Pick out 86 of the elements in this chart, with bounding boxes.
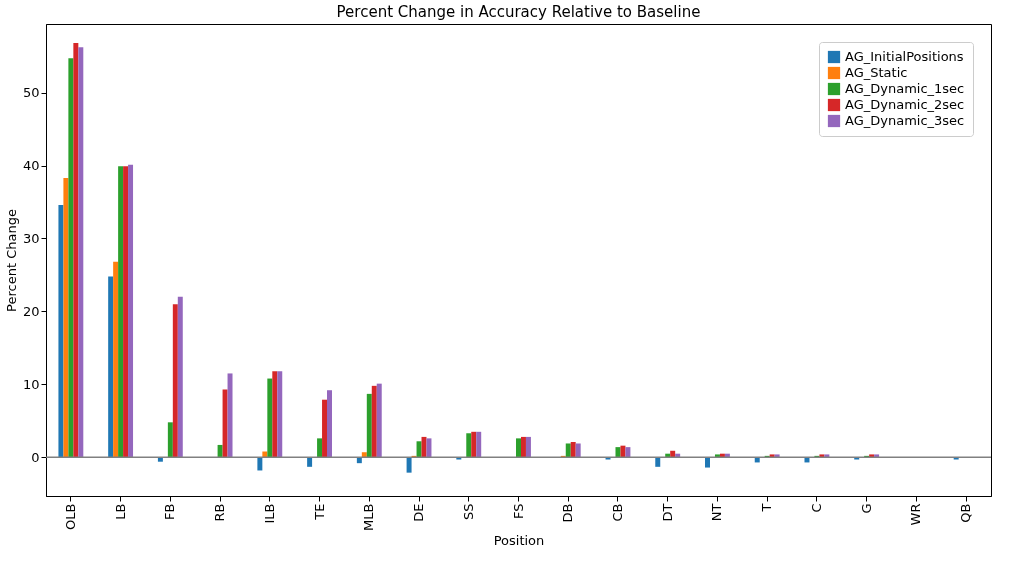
x-tick-label: CB: [609, 503, 625, 522]
bar: [68, 58, 74, 458]
bar: [227, 373, 233, 458]
bar: [670, 450, 676, 458]
bar: [615, 447, 621, 458]
legend-label: AG_Dynamic_3sec: [845, 113, 965, 128]
bar: [570, 442, 576, 458]
x-tick-label: RB: [212, 503, 228, 522]
y-tick-label: 10: [22, 376, 40, 392]
bar: [267, 378, 273, 458]
bar: [128, 164, 134, 458]
x-tick-label: C: [808, 503, 824, 513]
bar: [371, 385, 377, 458]
bar: [516, 438, 521, 458]
bar: [317, 438, 323, 458]
x-tick-label: FS: [510, 503, 526, 520]
y-tick-label: 40: [22, 158, 40, 174]
bar: [824, 454, 830, 458]
bar: [172, 304, 178, 458]
bar: [476, 431, 482, 458]
bar: [620, 445, 626, 458]
bar: [714, 454, 720, 458]
bar: [123, 166, 129, 458]
bar: [327, 390, 332, 458]
x-tick-label: OLB: [62, 503, 78, 530]
x-tick-label: SS: [460, 503, 476, 521]
x-tick-label: DT: [659, 503, 675, 522]
bar: [819, 454, 825, 458]
bar: [322, 399, 328, 458]
y-axis-title: Percent Change: [3, 209, 19, 312]
bar: [869, 454, 875, 458]
bar: [78, 47, 84, 458]
x-tick-label: G: [858, 503, 874, 514]
bar: [167, 422, 173, 458]
bar: [272, 371, 278, 458]
legend-label: AG_Static: [845, 65, 908, 80]
y-tick-label: 30: [22, 230, 40, 246]
legend-label: AG_Dynamic_2sec: [845, 97, 965, 112]
bar: [416, 441, 422, 458]
chart-title: Percent Change in Accuracy Relative to Baseline: [336, 3, 701, 21]
bar: [108, 276, 114, 458]
x-tick-label: TE: [311, 503, 327, 521]
bar: [118, 166, 124, 458]
bar: [376, 383, 382, 458]
bar: [655, 457, 661, 467]
legend-label: AG_Dynamic_1sec: [845, 81, 965, 96]
x-tick-label: FB: [162, 503, 178, 520]
x-tick-label: DE: [411, 503, 427, 522]
bar: [426, 438, 432, 458]
x-tick-label: LB: [112, 503, 128, 520]
bar: [406, 457, 412, 473]
bar: [63, 177, 69, 458]
bar: [58, 204, 64, 458]
bar: [361, 452, 367, 458]
bar: [874, 454, 880, 458]
bar: [113, 261, 119, 458]
bar: [769, 454, 775, 458]
y-tick-label: 0: [31, 449, 40, 465]
x-tick-label: T: [759, 503, 775, 513]
legend-label: AG_InitialPositions: [845, 49, 964, 64]
y-tick-label: 20: [22, 303, 40, 319]
x-tick-label: ILB: [261, 503, 277, 524]
bar: [257, 457, 263, 471]
bar: [575, 443, 581, 458]
bar: [565, 443, 571, 458]
bar: [217, 444, 223, 458]
bar: [177, 296, 183, 458]
x-axis-title: Position: [493, 532, 545, 548]
bar: [625, 447, 631, 458]
bar: [277, 371, 283, 458]
x-tick-label: DB: [560, 503, 576, 523]
bar: [774, 454, 780, 458]
bar: [705, 457, 710, 468]
bar: [466, 433, 472, 458]
x-tick-label: NT: [709, 503, 725, 522]
bar: [262, 451, 268, 458]
bar: [73, 42, 79, 458]
bar: [520, 436, 526, 458]
bar: [471, 431, 477, 458]
bar: [366, 393, 372, 458]
y-tick-label: 50: [22, 85, 40, 101]
x-tick-label: QB: [958, 503, 974, 523]
bar: [222, 389, 228, 458]
bar: [525, 436, 531, 458]
x-tick-label: MLB: [361, 503, 377, 531]
x-tick-label: WR: [908, 503, 924, 526]
